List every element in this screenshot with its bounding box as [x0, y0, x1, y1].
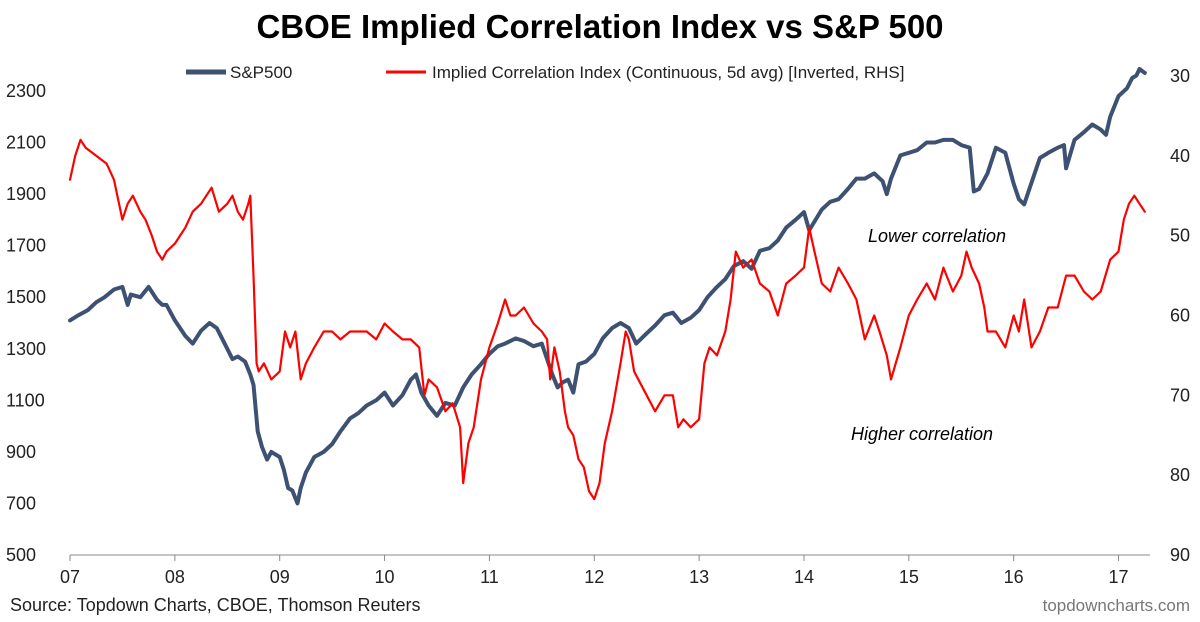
- series-layer: [68, 67, 1147, 506]
- y-left-tick-label: 1700: [6, 236, 46, 256]
- y-right-tick-label: 90: [1170, 545, 1190, 565]
- y-left-tick-label: 1500: [6, 287, 46, 307]
- y-left-tick-label: 900: [6, 442, 36, 462]
- x-tick-label: 13: [689, 567, 709, 587]
- y-left-tick-label: 2100: [6, 133, 46, 153]
- y-right-tick-label: 70: [1170, 385, 1190, 405]
- y-left-tick-label: 1300: [6, 339, 46, 359]
- y-right-tick-label: 60: [1170, 305, 1190, 325]
- y-right-tick-label: 80: [1170, 465, 1190, 485]
- y-left-tick-label: 1900: [6, 184, 46, 204]
- legend: S&P500 Implied Correlation Index (Contin…: [186, 63, 904, 82]
- y-right-tick-label: 50: [1170, 226, 1190, 246]
- x-tick-label: 17: [1109, 567, 1129, 587]
- series-line-sp500: [68, 67, 1147, 506]
- x-tick-label: 08: [165, 567, 185, 587]
- chart-title: CBOE Implied Correlation Index vs S&P 50…: [256, 8, 943, 45]
- x-tick-label: 09: [270, 567, 290, 587]
- source-note: Source: Topdown Charts, CBOE, Thomson Re…: [10, 595, 421, 615]
- legend-label-sp500: S&P500: [230, 63, 292, 82]
- x-tick-label: 10: [375, 567, 395, 587]
- x-tick-label: 07: [60, 567, 80, 587]
- x-tick-label: 14: [794, 567, 814, 587]
- brand-watermark: topdowncharts.com: [1043, 596, 1190, 615]
- y-left-tick-label: 1100: [6, 390, 45, 410]
- annotation-higher-correlation: Higher correlation: [851, 424, 993, 444]
- legend-label-correlation: Implied Correlation Index (Continuous, 5…: [432, 63, 904, 82]
- y-left-tick-label: 2300: [6, 81, 46, 101]
- y-left-tick-label: 700: [6, 493, 36, 513]
- x-tick-label: 15: [899, 567, 919, 587]
- x-tick-label: 11: [480, 567, 499, 587]
- series-line-implied-correlation: [68, 138, 1146, 501]
- axes: 07 08 09 10 11 12 13 14 15 16 17 500 700 900 1100 1300 1…: [6, 66, 1190, 587]
- y-right-tick-label: 40: [1170, 146, 1190, 166]
- x-tick-label: 12: [584, 567, 604, 587]
- y-left-tick-label: 500: [6, 545, 36, 565]
- x-tick-label: 16: [1004, 567, 1024, 587]
- annotation-lower-correlation: Lower correlation: [868, 226, 1006, 246]
- y-right-tick-label: 30: [1170, 66, 1190, 86]
